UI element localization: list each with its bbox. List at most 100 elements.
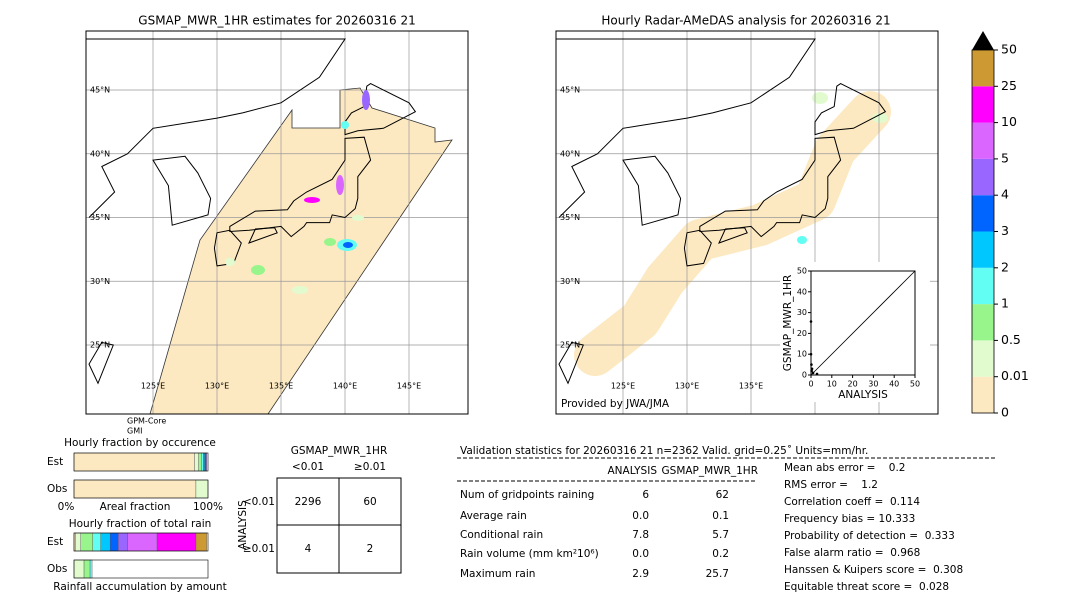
satellite: GMI (127, 427, 142, 436)
lon-label: 145°E (397, 382, 421, 391)
row-label: Rain volume (mm km²10⁶) (460, 548, 599, 560)
row-label: <0.01 (243, 496, 275, 508)
fraction-segment (118, 532, 128, 552)
cell: 60 (363, 496, 376, 508)
credit: Provided by JWA/JMA (561, 398, 670, 410)
row-label: Est (47, 456, 63, 468)
axis-label: 100% (193, 501, 223, 513)
land (718, 227, 748, 244)
gsmap-value: 5.7 (712, 529, 729, 541)
col-header: GSMAP_MWR_1HR (662, 465, 758, 477)
fraction-segment (195, 479, 209, 499)
fractions: Hourly fraction by occurenceEstObsHourly… (47, 437, 227, 593)
fraction-segment (89, 559, 93, 579)
land (229, 136, 372, 238)
bar-frame (73, 452, 209, 472)
analysis-value: 2.9 (632, 568, 649, 580)
point (811, 371, 815, 375)
y-tick-label: 10 (797, 350, 807, 359)
analysis-area (574, 91, 891, 376)
lon-label: 130°E (205, 382, 229, 391)
lat-label: 30°N (90, 277, 110, 286)
level-label: 50 (1001, 42, 1017, 57)
left-frame (85, 30, 469, 415)
fraction-segment (203, 452, 205, 472)
footer: Rainfall accumulation by amount (53, 581, 226, 593)
level-label: 0.5 (1001, 332, 1021, 347)
lat-label: 25°N (560, 341, 580, 350)
land (344, 83, 417, 136)
row-label: Maximum rain (460, 568, 535, 580)
analysis-value: 6 (642, 489, 649, 501)
right-map-content (556, 31, 938, 414)
color-swatch (972, 158, 994, 196)
fraction-title: Hourly fraction by occurence (64, 437, 216, 449)
land (683, 229, 712, 267)
coastline (86, 38, 417, 385)
row-label: ≥0.01 (243, 543, 275, 555)
fraction-segment (109, 532, 119, 552)
x-tick-label: 20 (848, 380, 858, 389)
cell: 2 (367, 543, 374, 555)
fraction-segment (194, 452, 199, 472)
right-frame (555, 30, 939, 415)
color-swatch (972, 195, 994, 232)
bar-frame (73, 479, 209, 499)
land (213, 229, 242, 267)
right-title: Hourly Radar-AMeDAS analysis for 2026031… (601, 14, 890, 28)
cell: 4 (305, 543, 312, 555)
y-tick-label: 30 (797, 308, 807, 317)
x-tick-label: 40 (889, 380, 899, 389)
color-swatch (972, 304, 994, 341)
analysis-value: 7.8 (632, 529, 649, 541)
score: False alarm ratio = 0.968 (784, 547, 920, 559)
satellite: GPM-Core (127, 417, 166, 426)
left-title: GSMAP_MWR_1HR estimates for 20260316 21 (138, 14, 415, 28)
axis-label: Areal fraction (100, 501, 171, 513)
lat-label: 30°N (560, 277, 580, 286)
fraction-segment (83, 559, 91, 579)
score: Correlation coeff = 0.114 (784, 496, 920, 508)
gsmap-value: 0.2 (712, 548, 729, 560)
fraction-segment (75, 532, 81, 552)
row-label: Num of gridpoints raining (460, 489, 594, 501)
fraction-segment (127, 532, 158, 552)
lat-label: 45°N (560, 86, 580, 95)
land (622, 155, 682, 226)
gsmap-value: 0.1 (712, 510, 729, 522)
row-label: Est (47, 536, 63, 548)
score: Equitable threat score = 0.028 (784, 581, 949, 593)
point (809, 352, 813, 356)
y-tick-label: 0 (802, 371, 807, 380)
row-label: Average rain (460, 510, 527, 522)
land (88, 341, 114, 385)
lon-label: 135°E (739, 382, 763, 391)
fraction-segment (73, 479, 197, 499)
fraction-segment (80, 532, 93, 552)
level-label: 1 (1001, 296, 1009, 311)
x-axis-label: ANALYSIS (838, 389, 888, 401)
col-label: ≥0.01 (354, 461, 386, 473)
row-axis: ANALYSIS (237, 500, 249, 550)
score: Hanssen & Kuipers score = 0.308 (784, 564, 963, 576)
fraction-segment (195, 532, 207, 552)
fraction-segment (205, 452, 207, 472)
land (558, 341, 584, 385)
lat-label: 35°N (560, 213, 580, 222)
level-label: 4 (1001, 187, 1009, 202)
fraction-segment (156, 532, 197, 552)
bar-frame (73, 532, 209, 552)
land (699, 136, 842, 238)
color-swatch (972, 231, 994, 268)
inset-frame (810, 270, 916, 376)
axis-label: 0% (58, 501, 75, 513)
y-tick-label: 50 (797, 267, 807, 276)
fraction-segment (204, 452, 207, 472)
lat-label: 40°N (90, 149, 110, 158)
row-label: Obs (47, 563, 67, 575)
fraction-segment (198, 452, 202, 472)
fraction-segment (100, 532, 111, 552)
gsmap-value: 62 (716, 489, 729, 501)
